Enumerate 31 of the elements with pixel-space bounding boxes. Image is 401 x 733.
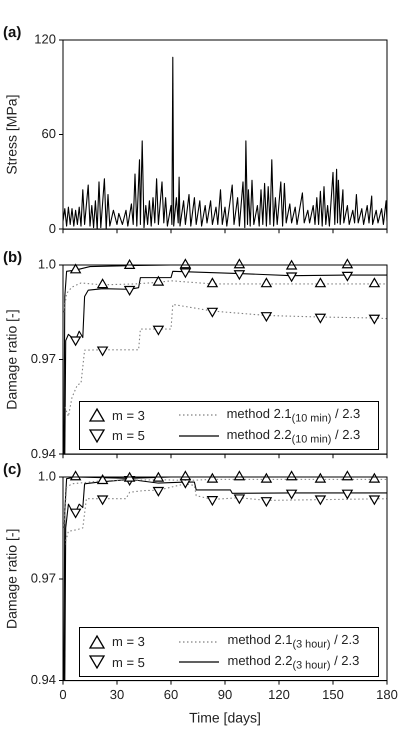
legend-label: m = 5 [112, 428, 145, 444]
y-tick-label: 0.97 [30, 570, 56, 586]
x-tick-label: 0 [59, 686, 67, 702]
legend-label: method 2.1$_{(3 hour)}$ / 2.3 [227, 632, 360, 652]
chart-title: (b) [3, 249, 22, 266]
x-tick-label: 120 [268, 686, 290, 702]
x-tick-label: 60 [164, 686, 178, 702]
y-tick-label: 1.0 [38, 256, 56, 272]
y-tick-label: 0.94 [30, 672, 56, 688]
y-tick-label: 60 [42, 126, 56, 142]
y-tick-label: 0 [48, 220, 56, 236]
x-tick-label: 90 [218, 686, 232, 702]
chart-title: (c) [3, 461, 22, 478]
legend-label: method 2.2$_{(3 hour)}$ / 2.3 [227, 653, 360, 672]
legend-label: method 2.1$_{(10 min)}$ / 2.3 [226, 406, 360, 425]
y-tick-label: 1.0 [38, 468, 56, 484]
chart-title: (a) [3, 24, 22, 41]
legend-label: m = 3 [112, 408, 145, 423]
legend-label: m = 3 [112, 634, 145, 650]
y-tick-label: 0.94 [30, 446, 56, 461]
y-axis-title: Damage ratio [-] [3, 528, 20, 629]
x-axis-title: Time [days] [189, 709, 261, 726]
y-tick-label: 0.97 [30, 351, 56, 366]
y-tick-label: 120 [34, 32, 56, 47]
x-tick-label: 180 [376, 686, 398, 702]
y-axis-title: Stress [MPa] [3, 94, 20, 175]
x-tick-label: 30 [110, 686, 124, 702]
legend-label: method 2.2$_{(10 min)}$ / 2.3 [226, 426, 360, 446]
legend-label: m = 5 [112, 654, 145, 670]
y-axis-title: Damage ratio [-] [3, 309, 20, 410]
x-tick-label: 150 [322, 686, 344, 702]
